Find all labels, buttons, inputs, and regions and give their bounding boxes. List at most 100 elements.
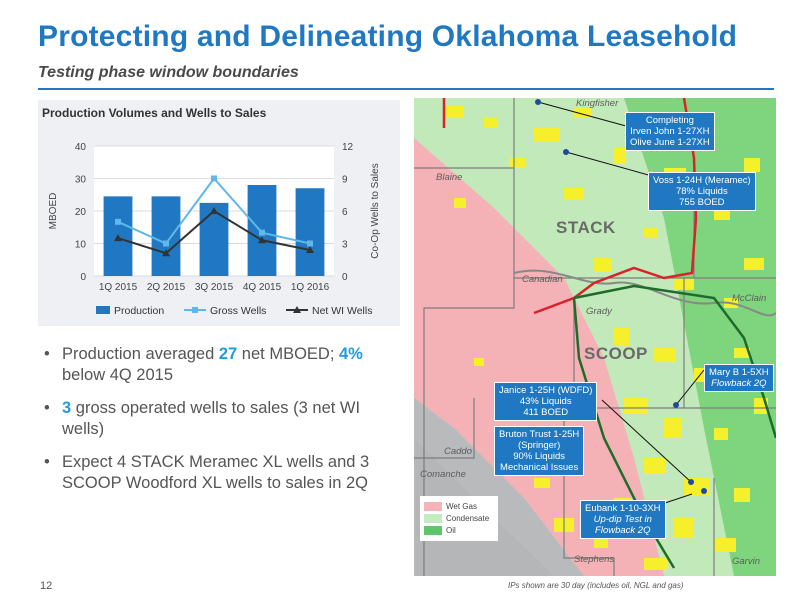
point-gross-wells bbox=[211, 175, 217, 182]
callout-line: Mechanical Issues bbox=[500, 462, 579, 473]
bullet-item: • 3 gross operated wells to sales (3 net … bbox=[40, 398, 400, 440]
point-gross-wells bbox=[163, 240, 169, 247]
callout-eubank: Eubank 1-10-3XH Up-dip Test in Flowback … bbox=[580, 500, 666, 539]
footnote: IPs shown are 30 day (includes oil, NGL … bbox=[508, 581, 684, 590]
callout-line: Janice 1-25H (WDFD) bbox=[499, 385, 593, 396]
legend-marker bbox=[293, 306, 301, 313]
point-gross-wells bbox=[259, 229, 265, 236]
bullet-dot: • bbox=[44, 345, 50, 363]
legend-item-wet-gas: Wet Gas bbox=[424, 502, 494, 511]
grey-area-sw bbox=[414, 438, 554, 576]
point-net-wi-wells bbox=[162, 249, 170, 257]
bullet-text: Production averaged bbox=[62, 345, 219, 363]
x-tick-label: 4Q 2015 bbox=[243, 282, 282, 293]
legend-label: Net WI Wells bbox=[312, 305, 372, 317]
wet-gas-zone bbox=[414, 138, 664, 576]
callout-line: Eubank 1-10-3XH bbox=[585, 503, 661, 514]
bullet-item: • Expect 4 STACK Meramec XL wells and 3 S… bbox=[40, 452, 400, 494]
y-tick-label: 40 bbox=[75, 142, 87, 153]
callout-line: 755 BOED bbox=[679, 197, 725, 208]
bullet-dot: • bbox=[44, 399, 50, 417]
county-label-blaine: Blaine bbox=[436, 172, 463, 183]
callout-janice: Janice 1-25H (WDFD) 43% Liquids 411 BOED bbox=[494, 382, 598, 421]
x-tick-label: 3Q 2015 bbox=[195, 282, 234, 293]
county-label-canadian: Canadian bbox=[522, 274, 563, 285]
point-gross-wells bbox=[115, 218, 121, 225]
y2-tick-label: 12 bbox=[342, 142, 354, 153]
callout-line: Voss 1-24H (Meramec) bbox=[653, 175, 751, 186]
point-gross-wells bbox=[307, 240, 313, 247]
play-label-stack: STACK bbox=[556, 218, 616, 237]
callout-line: 43% Liquids bbox=[519, 396, 572, 407]
callout-line: Completing bbox=[645, 115, 694, 126]
bullet-dot: • bbox=[44, 453, 50, 471]
legend-swatch bbox=[424, 502, 442, 511]
well-dots bbox=[535, 99, 707, 494]
legend-label: Oil bbox=[446, 526, 456, 535]
bullet-text: net MBOED; bbox=[237, 345, 339, 363]
y-tick-label: 20 bbox=[75, 207, 87, 218]
callout-line: 78% Liquids bbox=[675, 186, 728, 197]
title-divider bbox=[38, 88, 774, 90]
county-label-mcclain: McClain bbox=[732, 293, 767, 304]
point-net-wi-wells bbox=[114, 234, 122, 242]
bullet-list: • Production averaged 27 net MBOED; 4% be… bbox=[40, 344, 400, 506]
highlight-value: 4% bbox=[339, 345, 363, 363]
x-tick-label: 2Q 2015 bbox=[147, 282, 186, 293]
county-label-stephens: Stephens bbox=[574, 554, 615, 565]
callout-lines bbox=[537, 101, 705, 511]
legend-label: Wet Gas bbox=[446, 502, 477, 511]
legend-marker bbox=[192, 307, 198, 313]
bullet-text: below 4Q 2015 bbox=[62, 366, 173, 384]
production-chart: 0 10 20 30 40 0 3 6 9 12 MBOED Co-Op Wells to Sales… bbox=[38, 100, 400, 326]
x-tick-label: 1Q 2016 bbox=[291, 282, 330, 293]
callout-bruton: Bruton Trust 1-25H (Springer) 90% Liquid… bbox=[494, 426, 585, 476]
callout-line: Flowback 2Q bbox=[595, 525, 651, 536]
point-net-wi-wells bbox=[210, 207, 218, 214]
callout-completing: Completing Irven John 1-27XH Olive June … bbox=[625, 112, 715, 151]
callout-line: Mary B 1-5XH bbox=[709, 367, 769, 378]
map-legend: Wet Gas Condensate Oil bbox=[420, 496, 498, 541]
legend-swatch bbox=[424, 514, 442, 523]
bar-production bbox=[199, 202, 229, 276]
callout-line: (Springer) bbox=[518, 440, 561, 451]
y2-tick-label: 6 bbox=[342, 207, 348, 218]
chart-title: Production Volumes and Wells to Sales bbox=[42, 106, 267, 120]
legend-label: Condensate bbox=[446, 514, 490, 523]
callout-line: 411 BOED bbox=[523, 407, 569, 418]
legend-swatch-production bbox=[96, 306, 110, 314]
highlight-value: 27 bbox=[218, 345, 238, 363]
callout-line: Olive June 1-27XH bbox=[630, 137, 710, 148]
bar-production bbox=[151, 196, 181, 276]
page-subtitle: Testing phase window boundaries bbox=[38, 64, 299, 81]
y2-tick-label: 3 bbox=[342, 240, 348, 251]
chart-canvas: 0 10 20 30 40 0 3 6 9 12 MBOED Co-Op Wells to Sales… bbox=[48, 142, 381, 317]
leasehold-patches bbox=[444, 106, 768, 570]
callout-line: Flowback 2Q bbox=[711, 378, 767, 389]
callout-line: Bruton Trust 1-25H bbox=[499, 429, 580, 440]
callout-voss: Voss 1-24H (Meramec) 78% Liquids 755 BOE… bbox=[648, 172, 756, 211]
legend-item-condensate: Condensate bbox=[424, 514, 494, 523]
callout-mary: Mary B 1-5XH Flowback 2Q bbox=[704, 364, 774, 392]
county-label-caddo: Caddo bbox=[444, 446, 472, 457]
point-net-wi-wells bbox=[306, 246, 314, 253]
legend-label: Gross Wells bbox=[210, 305, 266, 317]
legend-label: Production bbox=[114, 305, 164, 317]
x-tick-label: 1Q 2015 bbox=[99, 282, 138, 293]
county-label-garvin: Garvin bbox=[732, 556, 760, 567]
highlight-value: 3 bbox=[62, 399, 72, 417]
callout-line: Irven John 1-27XH bbox=[630, 126, 710, 137]
page-number: 12 bbox=[40, 580, 53, 592]
bullet-text: gross operated wells to sales (3 net WI … bbox=[62, 399, 361, 438]
county-label-comanche: Comanche bbox=[420, 469, 466, 480]
y-axis-label: MBOED bbox=[48, 193, 59, 230]
play-label-scoop: SCOOP bbox=[584, 344, 648, 363]
oklahoma-map: Kingfisher Blaine Canadian Grady McClain… bbox=[414, 98, 776, 576]
bar-production bbox=[295, 188, 325, 276]
bullet-item: • Production averaged 27 net MBOED; 4% be… bbox=[40, 344, 400, 386]
legend-swatch bbox=[424, 526, 442, 535]
y-tick-label: 0 bbox=[80, 272, 86, 283]
point-net-wi-wells bbox=[258, 236, 266, 244]
bullet-text: Expect 4 STACK Meramec XL wells and 3 SC… bbox=[62, 453, 370, 492]
y-tick-label: 30 bbox=[75, 175, 87, 186]
